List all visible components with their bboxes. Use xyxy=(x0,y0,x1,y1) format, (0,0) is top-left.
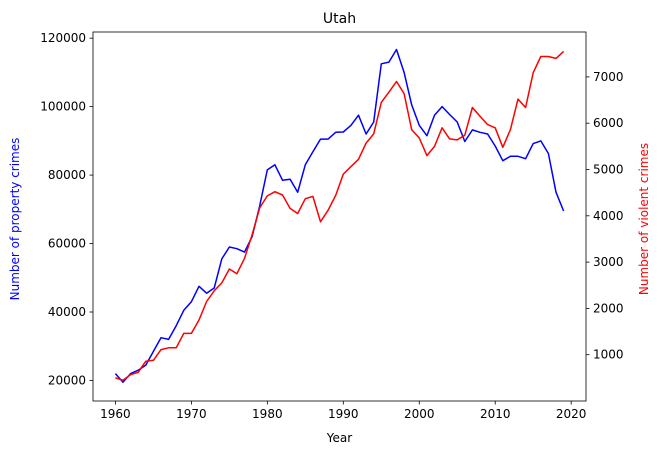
x-tick-label: 2000 xyxy=(404,407,435,421)
x-tick-label: 2020 xyxy=(556,407,587,421)
y-left-tick-label: 100000 xyxy=(40,100,86,114)
y-right-tick-label: 7000 xyxy=(593,70,624,84)
y-left-tick-label: 120000 xyxy=(40,31,86,45)
y-right-tick-label: 5000 xyxy=(593,163,624,177)
y-axis-left-title: Number of property crimes xyxy=(8,138,22,301)
y-axis-right-title: Number of violent crimes xyxy=(637,143,651,295)
y-left-tick-label: 80000 xyxy=(48,168,86,182)
x-tick-label: 2010 xyxy=(480,407,511,421)
x-tick-label: 1990 xyxy=(328,407,359,421)
plot-area xyxy=(92,31,587,402)
x-axis: 1960 1970 1980 1990 2000 2010 2020 xyxy=(100,401,586,421)
y-right-tick-label: 6000 xyxy=(593,116,624,130)
y-left-tick-label: 60000 xyxy=(48,237,86,251)
y-axis-left: 20000 40000 60000 80000 100000 120000 xyxy=(40,31,93,387)
y-left-tick-label: 20000 xyxy=(48,373,86,387)
x-tick-label: 1970 xyxy=(176,407,207,421)
x-tick-label: 1980 xyxy=(252,407,283,421)
y-right-tick-label: 4000 xyxy=(593,209,624,223)
chart-title: Utah xyxy=(323,11,356,27)
y-left-tick-label: 40000 xyxy=(48,305,86,319)
x-tick-label: 1960 xyxy=(100,407,131,421)
series-line-property-crimes xyxy=(114,48,565,383)
series-line-violent-crimes xyxy=(115,50,565,381)
y-axis-right: 1000 2000 3000 4000 5000 6000 7000 xyxy=(586,70,624,362)
x-axis-title: Year xyxy=(326,431,352,445)
y-right-tick-label: 2000 xyxy=(593,301,624,315)
plot-frame xyxy=(92,31,587,402)
y-right-tick-label: 3000 xyxy=(593,255,624,269)
y-right-tick-label: 1000 xyxy=(593,348,624,362)
